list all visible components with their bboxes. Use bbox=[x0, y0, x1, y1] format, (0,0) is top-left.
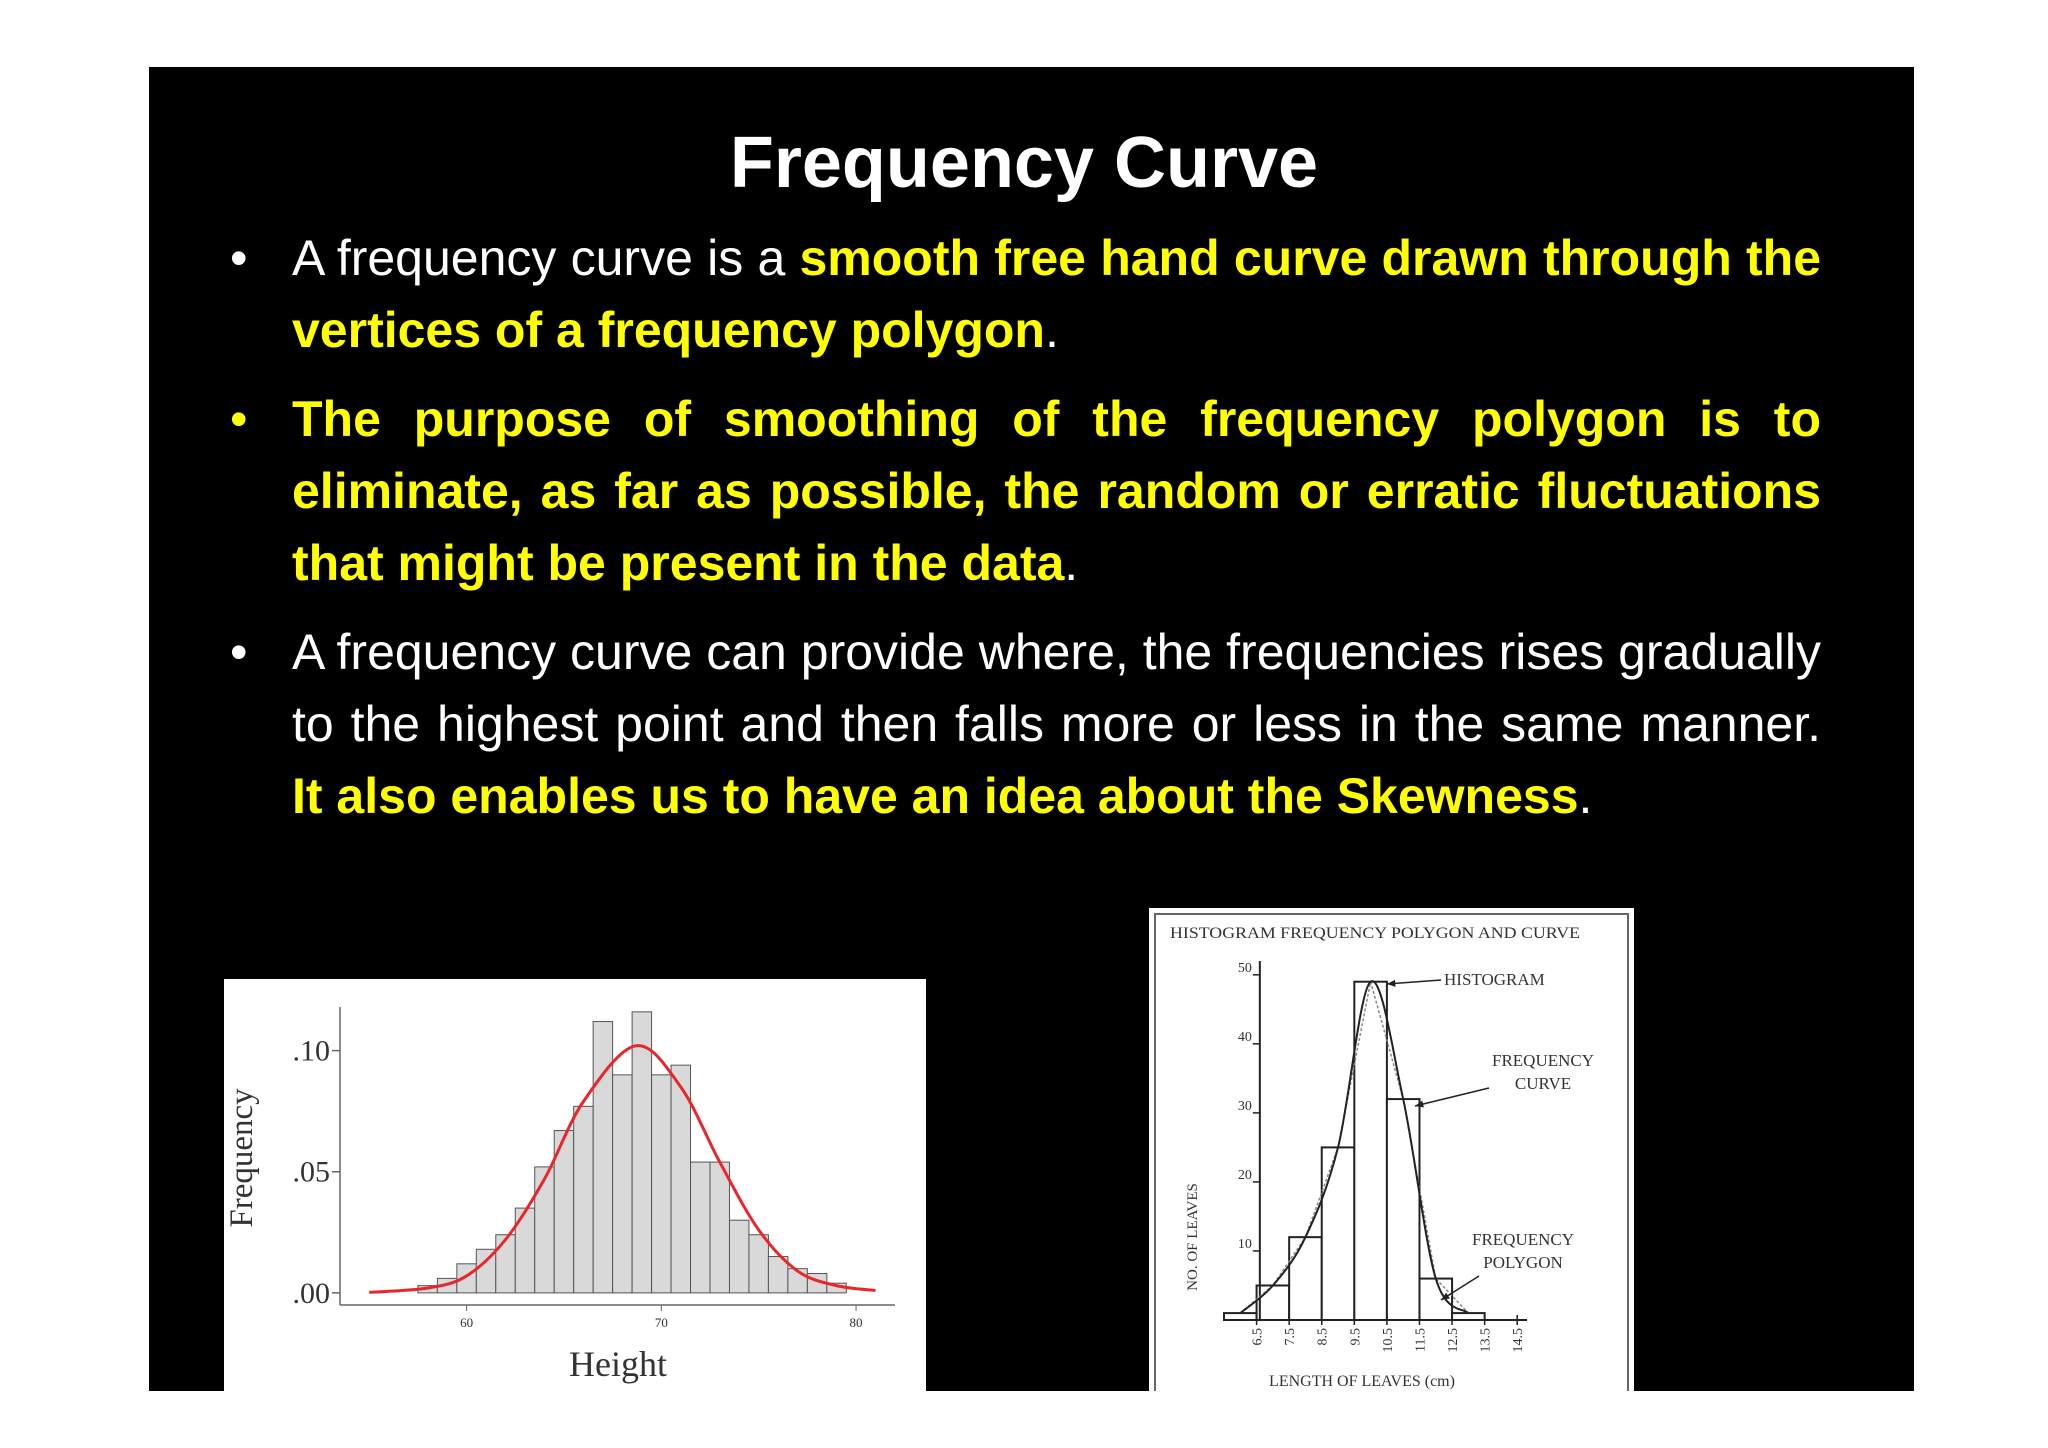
x-tick-label: 9.5 bbox=[1348, 1328, 1363, 1346]
x-tick-label: 11.5 bbox=[1413, 1328, 1428, 1352]
bar bbox=[534, 1166, 555, 1294]
bar bbox=[612, 1074, 633, 1294]
frequency-polygon bbox=[1239, 981, 1469, 1314]
y-tick-label: 20 bbox=[1238, 1168, 1252, 1183]
x-tick-label: 60 bbox=[460, 1315, 473, 1330]
y-tick-label: .00 bbox=[293, 1277, 331, 1310]
arrow-head bbox=[1387, 979, 1396, 987]
annotation-arrow bbox=[1386, 979, 1442, 985]
bar bbox=[728, 1219, 750, 1294]
bar bbox=[748, 1234, 769, 1294]
bar bbox=[1255, 1284, 1291, 1322]
x-axis-label: Height bbox=[569, 1344, 667, 1384]
annotation-arrow bbox=[1414, 1087, 1490, 1107]
bar bbox=[690, 1161, 711, 1294]
x-tick-label: 8.5 bbox=[1316, 1328, 1331, 1346]
highlighted-text: The purpose of smoothing of the frequenc… bbox=[292, 391, 1821, 591]
bar bbox=[495, 1234, 516, 1294]
height-histogram: .00 .05 .10 60 70 80 Height Frequency bbox=[224, 979, 926, 1391]
x-tick-label: 12.5 bbox=[1446, 1328, 1461, 1353]
bullet: A frequency curve is a smooth free hand … bbox=[230, 222, 1822, 366]
bar bbox=[709, 1161, 730, 1294]
x-tick-label: 13.5 bbox=[1479, 1328, 1494, 1353]
bar bbox=[651, 1074, 672, 1294]
annotation: HISTOGRAM bbox=[1444, 970, 1545, 989]
bullet: A frequency curve can provide where, the… bbox=[230, 616, 1821, 832]
y-axis-label: NO. OF LEAVES bbox=[1185, 1183, 1201, 1291]
bar bbox=[1288, 1236, 1323, 1321]
bar bbox=[1418, 1277, 1454, 1322]
text: . bbox=[1578, 768, 1593, 824]
text: . bbox=[1064, 535, 1079, 591]
y-tick-label: 40 bbox=[1238, 1030, 1252, 1045]
text: A frequency curve can provide where, the… bbox=[292, 624, 1821, 752]
annotation: FREQUENCY bbox=[1492, 1051, 1594, 1070]
y-tick-label: 50 bbox=[1238, 961, 1252, 976]
annotation: FREQUENCY bbox=[1472, 1230, 1574, 1249]
arrow-head bbox=[1441, 1292, 1450, 1300]
bar bbox=[573, 1105, 594, 1294]
x-tick-label: 6.5 bbox=[1251, 1328, 1266, 1346]
bar bbox=[1385, 1098, 1421, 1321]
highlighted-text: It also enables us to have an idea about… bbox=[292, 768, 1579, 824]
bar bbox=[1353, 980, 1388, 1321]
x-tick-label: 80 bbox=[850, 1315, 863, 1330]
x-tick-label: 7.5 bbox=[1283, 1328, 1298, 1346]
annotation: POLYGON bbox=[1483, 1253, 1563, 1272]
annotation: CURVE bbox=[1515, 1074, 1571, 1093]
bar bbox=[1320, 1146, 1356, 1321]
x-tick-label: 10.5 bbox=[1381, 1328, 1396, 1353]
bar bbox=[1223, 1312, 1258, 1322]
figure-title: HISTOGRAM FREQUENCY POLYGON AND CURVE bbox=[1170, 925, 1580, 942]
bar bbox=[592, 1021, 614, 1294]
y-axis-label: Frequency bbox=[224, 1088, 260, 1228]
x-axis-label: LENGTH OF LEAVES (cm) bbox=[1269, 1373, 1455, 1390]
text: . bbox=[1044, 302, 1059, 358]
arrow-head bbox=[1415, 1100, 1424, 1108]
bullet-list: A frequency curve is a smooth free hand … bbox=[230, 222, 1822, 849]
y-tick-label: 10 bbox=[1238, 1237, 1252, 1252]
bar bbox=[1451, 1312, 1486, 1322]
figure-border bbox=[1154, 913, 1629, 1391]
x-tick-label: 14.5 bbox=[1511, 1328, 1526, 1353]
y-tick-label: .10 bbox=[293, 1035, 331, 1068]
frequency-curve bbox=[1239, 980, 1470, 1314]
frequency-curve bbox=[369, 1044, 876, 1294]
highlighted-text: smooth free hand curve drawn through the… bbox=[292, 230, 1822, 358]
y-tick-label: .05 bbox=[293, 1156, 331, 1189]
x-tick-label: 70 bbox=[655, 1315, 668, 1330]
slide-title: Frequency Curve bbox=[729, 123, 1319, 203]
text: A frequency curve is a bbox=[292, 230, 800, 286]
bar bbox=[631, 1011, 653, 1294]
bullet: The purpose of smoothing of the frequenc… bbox=[230, 383, 1821, 599]
leaves-histogram: HISTOGRAM FREQUENCY POLYGON AND CURVE 10 2… bbox=[1149, 908, 1634, 1391]
y-tick-label: 30 bbox=[1238, 1099, 1252, 1114]
